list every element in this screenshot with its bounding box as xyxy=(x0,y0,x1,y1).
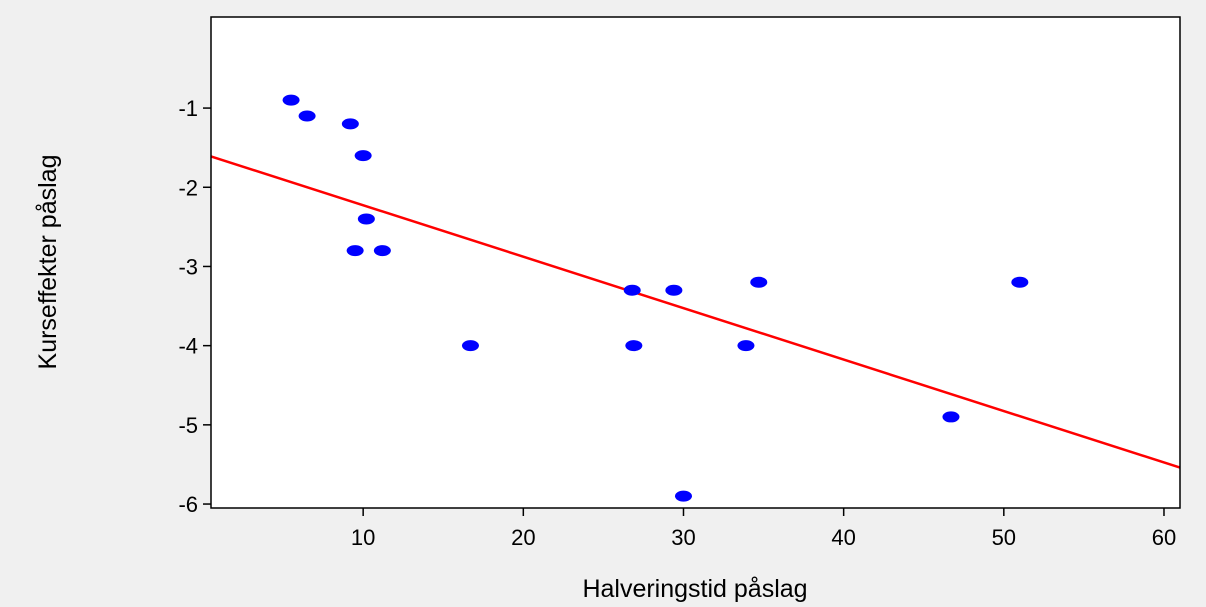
data-point xyxy=(357,213,375,225)
axis-ticks: 10 20 30 40 50 60 -1 -2 -3 -4 -5 -6 xyxy=(178,96,1176,550)
y-tick-label: -6 xyxy=(178,492,198,517)
data-point xyxy=(354,150,372,162)
data-point xyxy=(942,411,960,423)
data-point xyxy=(674,490,692,502)
y-tick-label: -2 xyxy=(178,175,198,200)
data-point xyxy=(282,94,300,106)
plot-frame xyxy=(210,16,1181,509)
data-point xyxy=(298,110,316,122)
x-axis-label: Halveringstid påslag xyxy=(582,575,807,603)
plot-area xyxy=(211,17,1180,508)
x-tick-label: 10 xyxy=(351,525,375,550)
y-tick-label: -3 xyxy=(178,254,198,279)
data-point xyxy=(341,118,359,130)
y-axis-label: Kurseffekter påslag xyxy=(34,155,62,370)
data-point xyxy=(750,276,768,288)
data-point xyxy=(346,245,364,257)
data-point xyxy=(461,340,479,352)
y-tick-label: -4 xyxy=(178,334,198,359)
data-point xyxy=(737,340,755,352)
y-tick-label: -1 xyxy=(178,96,198,121)
x-tick-label: 20 xyxy=(511,525,535,550)
data-points-layer xyxy=(282,94,1029,502)
x-tick-label: 40 xyxy=(831,525,855,550)
x-tick-label: 50 xyxy=(992,525,1016,550)
x-tick-label: 30 xyxy=(671,525,695,550)
data-point xyxy=(373,245,391,257)
data-point xyxy=(623,284,641,296)
data-point xyxy=(665,284,683,296)
data-point xyxy=(1011,276,1029,288)
regression-line-layer xyxy=(210,155,1181,469)
x-tick-label: 60 xyxy=(1152,525,1176,550)
y-tick-label: -5 xyxy=(178,413,198,438)
data-point xyxy=(625,340,643,352)
regression-line xyxy=(210,155,1181,469)
